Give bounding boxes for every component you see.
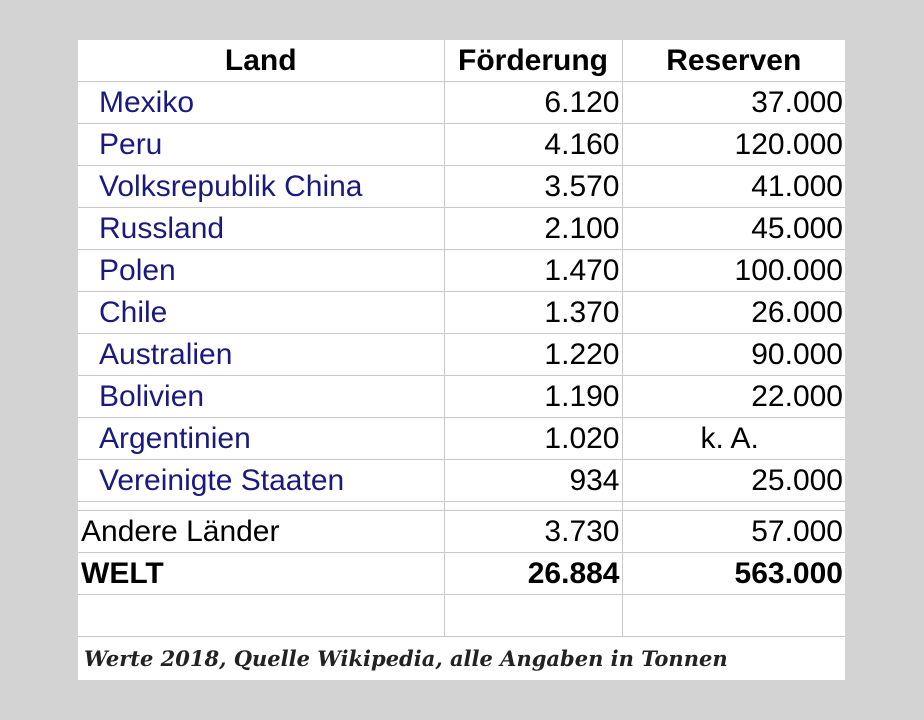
reserves-cell[interactable]: 26.000 (621, 291, 845, 334)
header-row: Land Förderung Reserven (78, 40, 845, 82)
table-row: Argentinien 1.020 k. A. (78, 417, 845, 460)
world-total-label[interactable]: WELT (78, 552, 444, 595)
reserves-cell[interactable]: 22.000 (621, 375, 845, 418)
country-link[interactable]: Argentinien (78, 417, 444, 460)
production-cell[interactable]: 3.730 (443, 510, 622, 553)
header-foerderung[interactable]: Förderung (443, 40, 622, 82)
production-cell[interactable]: 6.120 (443, 81, 622, 124)
spacer-cell (443, 501, 622, 511)
empty-cell[interactable] (621, 594, 845, 637)
country-link[interactable]: Polen (78, 249, 444, 292)
world-total-row: WELT 26.884 563.000 (78, 552, 845, 595)
production-cell[interactable]: 1.370 (443, 291, 622, 334)
empty-row (78, 594, 845, 637)
production-cell[interactable]: 1.190 (443, 375, 622, 418)
table-row: Volksrepublik China 3.570 41.000 (78, 165, 845, 208)
country-link[interactable]: Vereinigte Staaten (78, 459, 444, 502)
reserves-cell[interactable]: 45.000 (621, 207, 845, 250)
spacer-row (78, 501, 845, 511)
reserves-cell[interactable]: 25.000 (621, 459, 845, 502)
table-row: Russland 2.100 45.000 (78, 207, 845, 250)
production-cell[interactable]: 1.470 (443, 249, 622, 292)
reserves-cell[interactable]: 37.000 (621, 81, 845, 124)
table-row: Peru 4.160 120.000 (78, 123, 845, 166)
table-row: Bolivien 1.190 22.000 (78, 375, 845, 418)
table-row: Mexiko 6.120 37.000 (78, 81, 845, 124)
reserves-total-cell[interactable]: 563.000 (621, 552, 845, 595)
production-cell[interactable]: 3.570 (443, 165, 622, 208)
country-link[interactable]: Russland (78, 207, 444, 250)
table-row: Chile 1.370 26.000 (78, 291, 845, 334)
country-link[interactable]: Australien (78, 333, 444, 376)
production-cell[interactable]: 1.220 (443, 333, 622, 376)
spreadsheet: Land Förderung Reserven Mexiko 6.120 37.… (78, 40, 845, 681)
production-cell[interactable]: 934 (443, 459, 622, 502)
reserves-cell[interactable]: 100.000 (621, 249, 845, 292)
table-row: Vereinigte Staaten 934 25.000 (78, 459, 845, 502)
header-reserven[interactable]: Reserven (621, 40, 845, 82)
country-link[interactable]: Bolivien (78, 375, 444, 418)
table-row: Polen 1.470 100.000 (78, 249, 845, 292)
empty-cell[interactable] (78, 594, 444, 637)
reserves-cell[interactable]: 41.000 (621, 165, 845, 208)
source-note-row: Werte 2018, Quelle Wikipedia, alle Angab… (78, 636, 845, 681)
country-link[interactable]: Peru (78, 123, 444, 166)
reserves-cell[interactable]: 57.000 (621, 510, 845, 553)
spacer-cell (621, 501, 845, 511)
production-total-cell[interactable]: 26.884 (443, 552, 622, 595)
production-cell[interactable]: 1.020 (443, 417, 622, 460)
production-cell[interactable]: 4.160 (443, 123, 622, 166)
header-land[interactable]: Land (224, 44, 297, 77)
production-cell[interactable]: 2.100 (443, 207, 622, 250)
country-link[interactable]: Chile (78, 291, 444, 334)
reserves-cell[interactable]: 90.000 (621, 333, 845, 376)
country-link[interactable]: Volksrepublik China (78, 165, 444, 208)
silver-production-table: Land Förderung Reserven Mexiko 6.120 37.… (78, 40, 845, 681)
reserves-cell[interactable]: 120.000 (621, 123, 845, 166)
empty-cell[interactable] (443, 594, 622, 637)
other-countries-label[interactable]: Andere Länder (78, 510, 444, 553)
country-link[interactable]: Mexiko (78, 81, 444, 124)
source-note: Werte 2018, Quelle Wikipedia, alle Angab… (78, 636, 845, 681)
spacer-cell (78, 501, 444, 511)
table-row: Australien 1.220 90.000 (78, 333, 845, 376)
other-countries-row: Andere Länder 3.730 57.000 (78, 510, 845, 553)
reserves-cell[interactable]: k. A. (621, 417, 845, 460)
